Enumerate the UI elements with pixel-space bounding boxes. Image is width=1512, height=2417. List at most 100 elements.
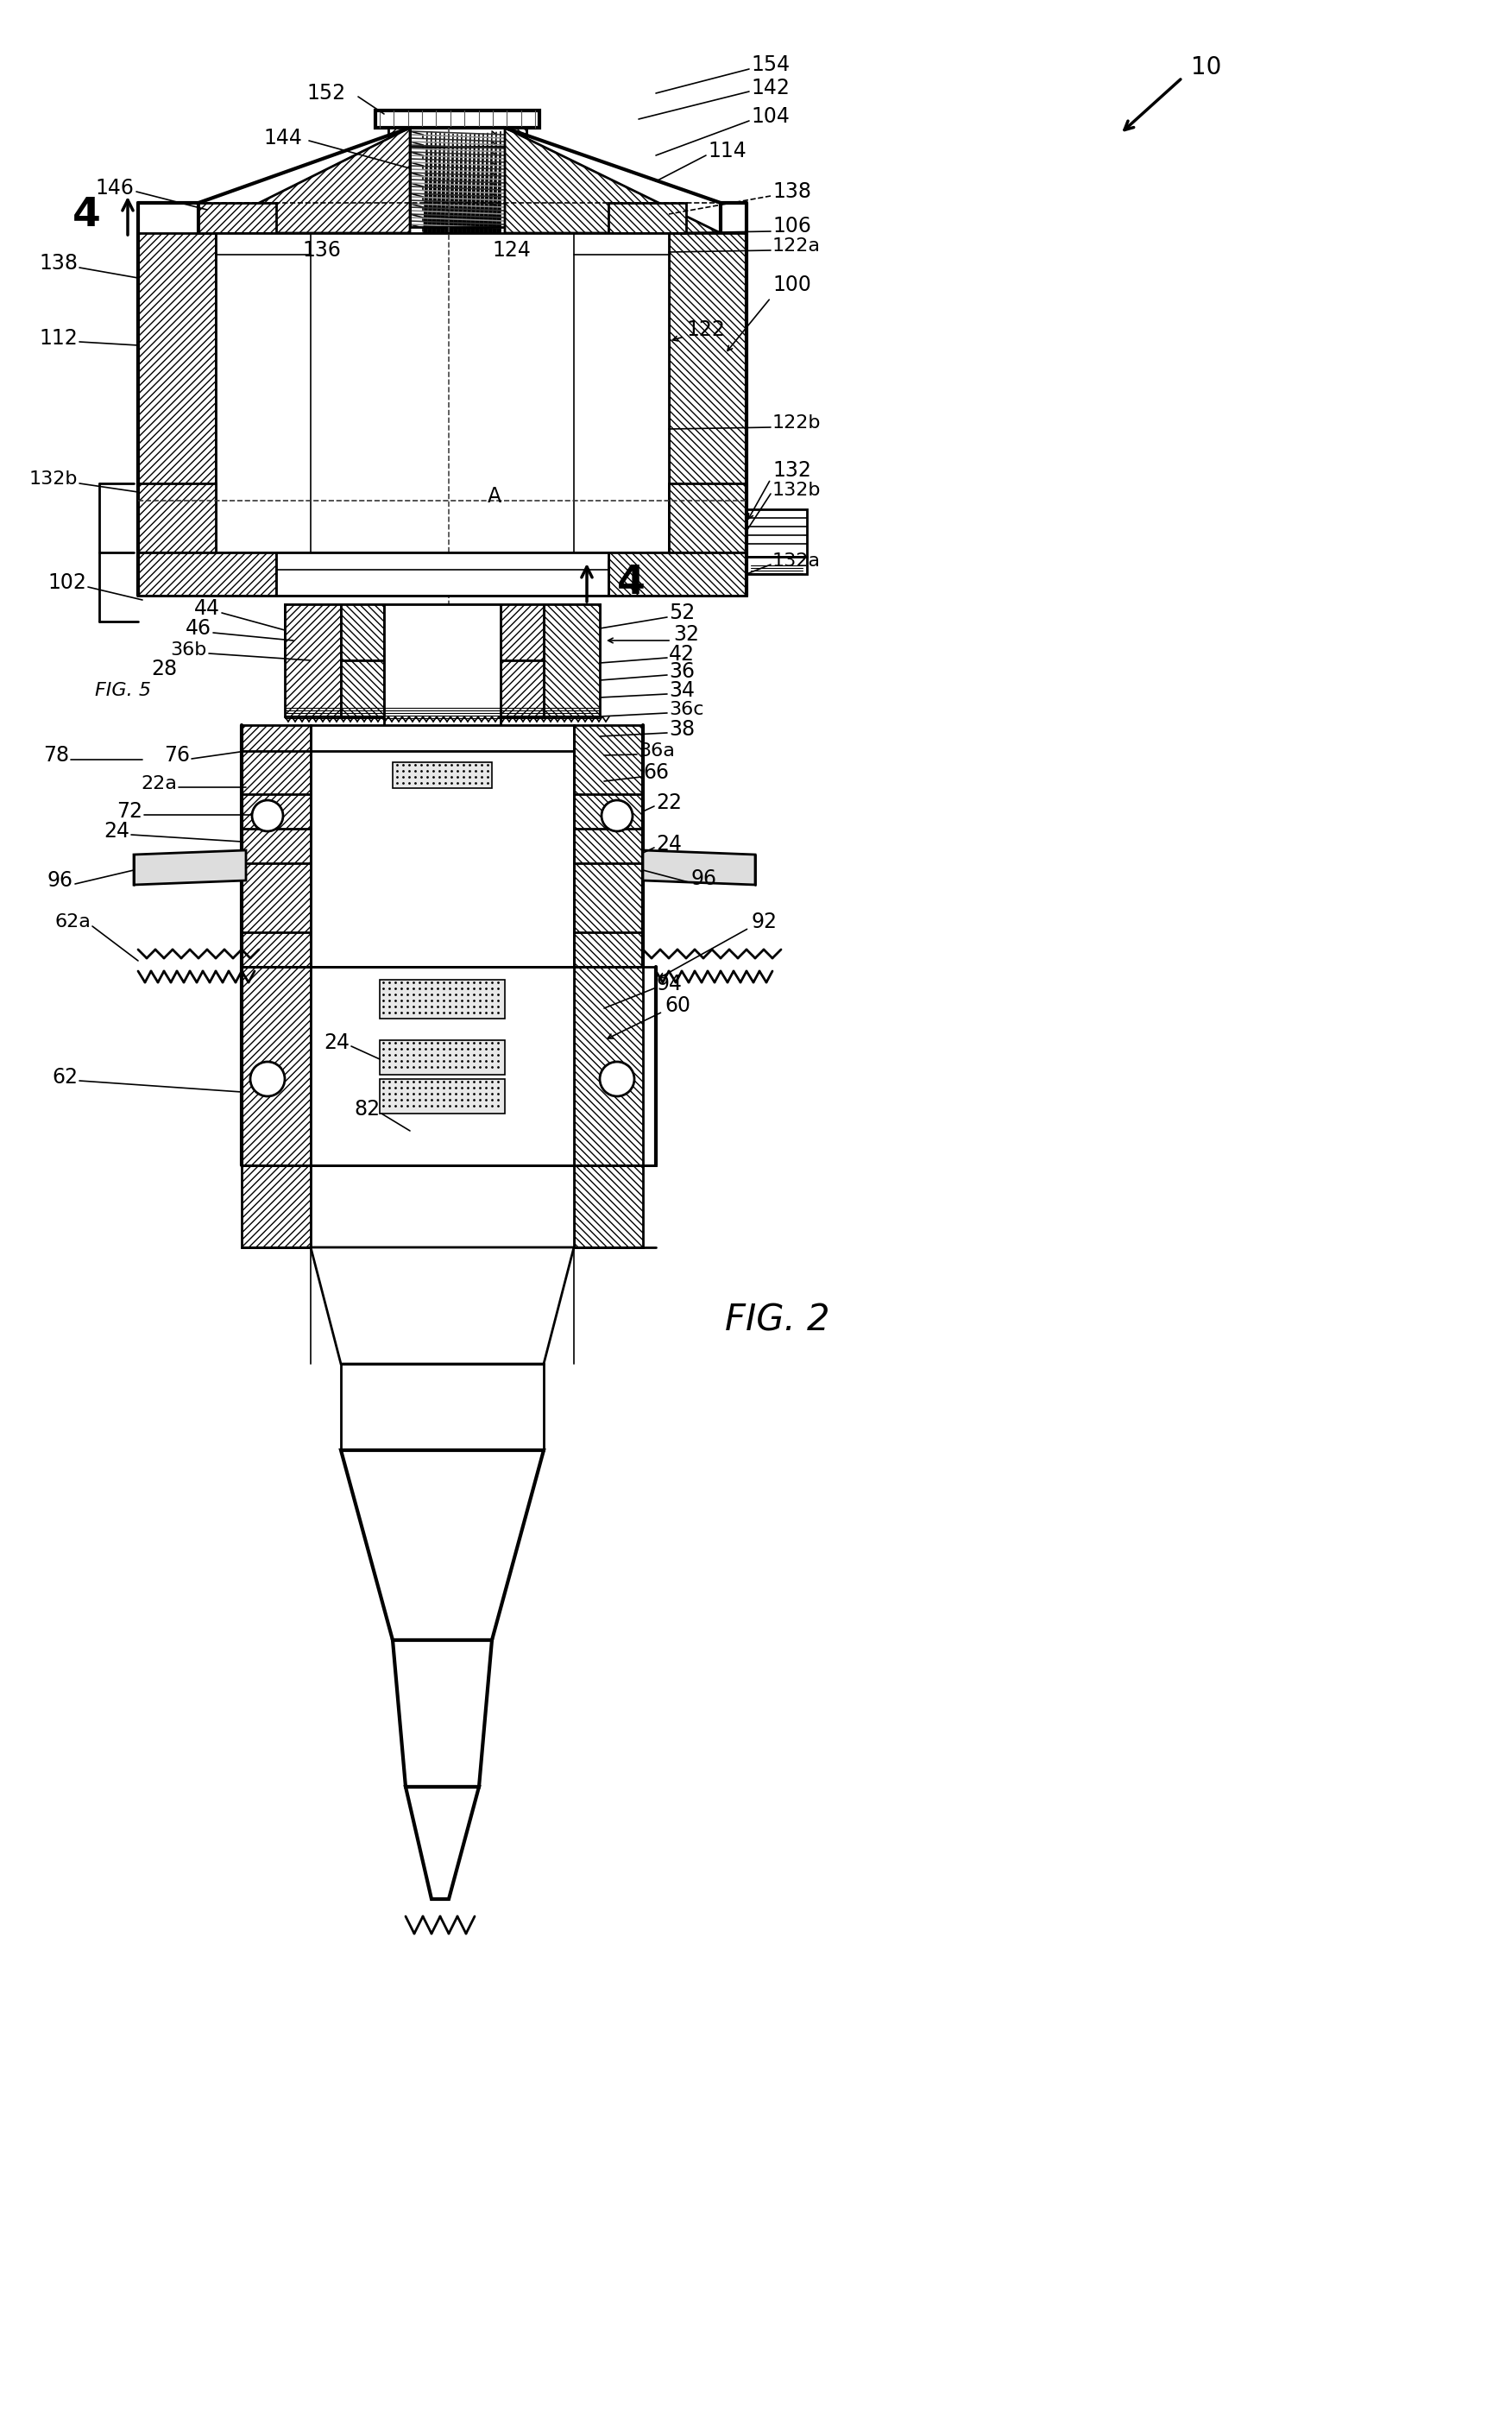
Text: 132: 132 [773,459,810,481]
Bar [284,604,340,715]
Bar [380,979,505,1018]
Text: 152: 152 [307,82,345,104]
Bar [747,556,807,575]
Text: 146: 146 [95,179,133,198]
Bar [242,967,656,1165]
Text: 24: 24 [103,822,130,841]
Bar [138,232,216,553]
Bar [575,725,643,967]
Text: 36a: 36a [638,742,674,759]
Bar [500,604,544,715]
Bar [375,111,540,128]
Bar [389,128,526,147]
Circle shape [251,1061,284,1097]
Text: 36c: 36c [668,701,703,718]
Text: FIG. 5: FIG. 5 [95,682,151,699]
Text: 104: 104 [751,106,789,126]
Bar [138,483,216,553]
Text: 102: 102 [47,573,86,592]
Text: 28: 28 [151,657,177,679]
Bar [505,128,526,227]
Bar [500,660,544,715]
Text: 52: 52 [668,602,696,624]
Bar [608,553,668,578]
Bar [389,128,410,227]
Text: 38: 38 [668,720,696,740]
Text: 10: 10 [1191,56,1222,80]
Text: 96: 96 [691,868,717,889]
Text: 72: 72 [116,800,142,822]
Bar [500,604,544,660]
Bar [284,604,340,660]
Text: 138: 138 [773,181,812,203]
Bar [380,1078,505,1114]
Text: 112: 112 [39,329,77,348]
Text: 34: 34 [668,679,694,701]
Circle shape [600,1061,635,1097]
Bar [668,483,747,553]
Text: 114: 114 [708,140,747,162]
Bar [544,604,600,715]
Text: 36b: 36b [171,641,207,657]
Text: 138: 138 [39,254,77,273]
Bar [310,725,575,967]
Text: 24: 24 [656,834,682,856]
Bar [138,553,277,595]
Bar [380,1039,505,1076]
Bar [575,967,643,1165]
Text: 78: 78 [42,744,70,766]
Bar [242,967,310,1165]
Text: 154: 154 [751,53,789,75]
Bar [575,1165,643,1247]
Text: 62a: 62a [54,914,91,931]
Polygon shape [393,1641,491,1786]
Text: 4: 4 [73,196,100,234]
Bar [340,604,384,660]
Text: 136: 136 [302,239,340,261]
Polygon shape [643,851,754,885]
Text: 60: 60 [664,996,691,1015]
Text: 22a: 22a [141,776,177,793]
Bar [747,510,807,556]
Text: 36: 36 [668,662,694,682]
Circle shape [253,800,283,831]
Text: 132a: 132a [773,553,821,570]
Text: 142: 142 [751,77,789,99]
Text: 76: 76 [163,744,191,766]
Bar [216,232,668,553]
Text: A: A [487,486,502,508]
Bar [242,725,310,967]
Text: 94: 94 [656,974,682,993]
Text: 66: 66 [643,761,668,783]
Text: 92: 92 [751,911,777,933]
Polygon shape [310,1247,575,1363]
Text: 46: 46 [186,619,212,638]
Text: 122a: 122a [773,237,821,254]
Text: 4: 4 [617,563,646,602]
Text: 22: 22 [656,793,682,812]
Bar [410,128,505,227]
Bar [340,1363,544,1450]
Bar [340,604,544,660]
Polygon shape [133,851,246,885]
Circle shape [602,800,632,831]
Bar [340,604,384,715]
Bar [310,967,575,1165]
Bar [393,761,491,788]
Text: 24: 24 [324,1032,349,1054]
Bar [384,604,500,846]
Text: FIG. 2: FIG. 2 [724,1303,830,1339]
Polygon shape [405,1786,479,1900]
Text: 96: 96 [47,870,74,892]
Text: 124: 124 [491,239,531,261]
Bar [608,553,747,595]
Bar [242,1165,310,1247]
Bar [340,660,384,715]
Text: 44: 44 [194,599,221,619]
Text: 132b: 132b [29,471,77,488]
Text: 132b: 132b [773,481,821,498]
Text: 32: 32 [673,624,699,645]
Bar [544,604,600,660]
Polygon shape [198,128,410,232]
Bar [277,553,608,595]
